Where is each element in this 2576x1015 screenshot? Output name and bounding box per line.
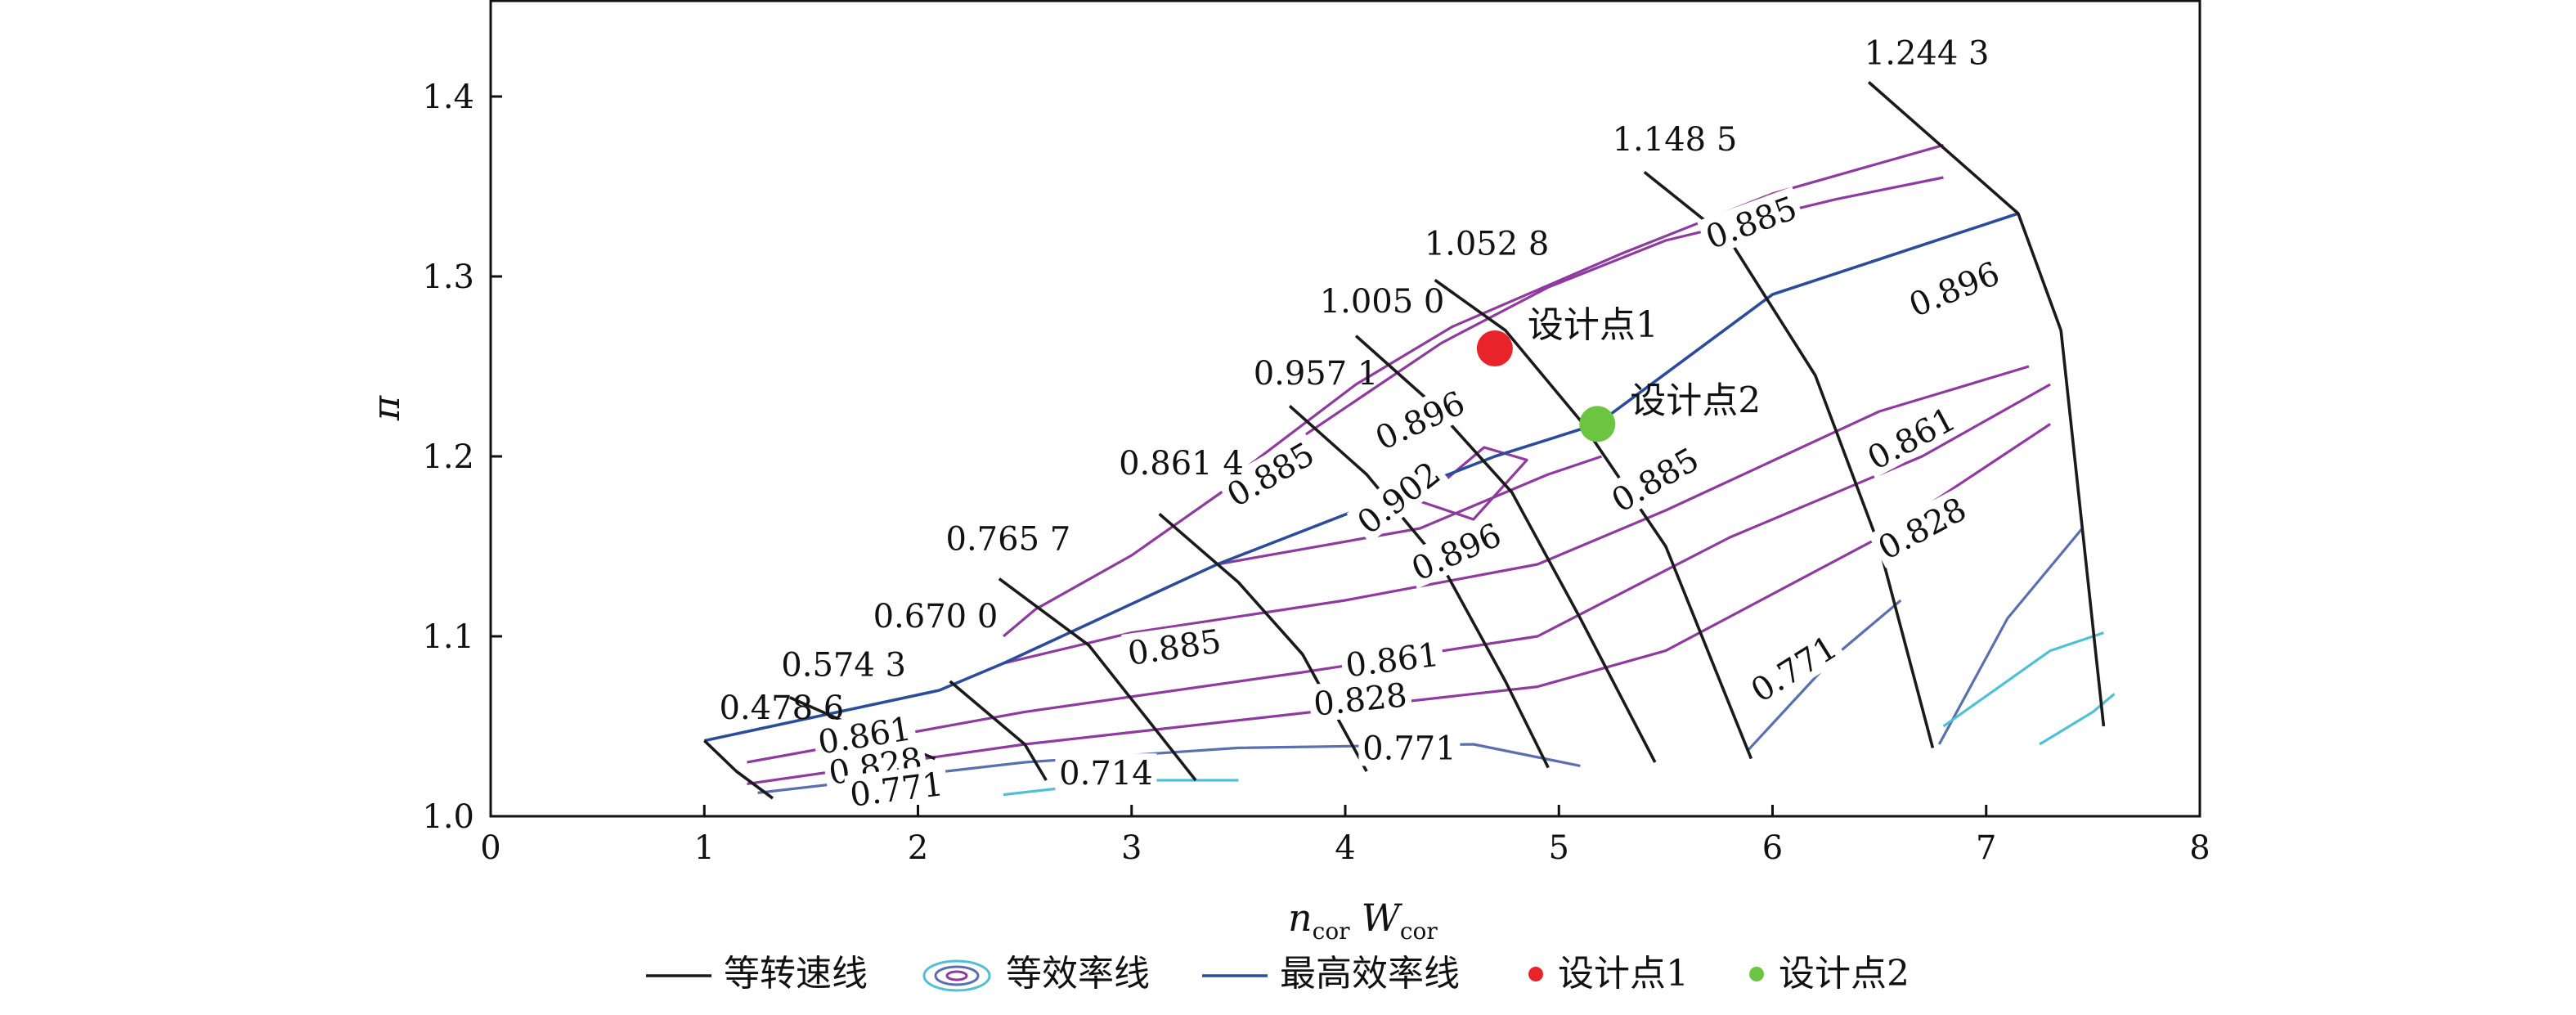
- y-tick-label: 1.0: [422, 798, 474, 836]
- legend-contour-swatch-inner: [945, 970, 968, 981]
- legend-label: 设计点1: [1558, 953, 1689, 995]
- efficiency-contour: [1366, 176, 1944, 395]
- y-tick-label: 1.1: [422, 618, 474, 656]
- contour-label-group: 0.714: [1055, 753, 1157, 793]
- contour-label-group: 0.828: [1308, 674, 1413, 724]
- efficiency-contour: [747, 383, 2051, 764]
- y-tick-label: 1.2: [422, 438, 474, 476]
- speed-label: 1.244 3: [1865, 34, 1990, 72]
- speed-label: 1.148 5: [1613, 121, 1738, 159]
- contour-label: 0.771: [1744, 629, 1843, 711]
- contour-label: 0.885: [1701, 190, 1802, 257]
- contour-label-bg: [843, 763, 949, 814]
- x-tick-label: 0: [480, 829, 500, 867]
- legend-contour-swatch-mid: [934, 965, 980, 986]
- speed-label: 0.861 4: [1119, 445, 1244, 483]
- contour-label-bg: [1868, 487, 1976, 568]
- speed-label: 0.765 7: [946, 520, 1071, 558]
- legend: 等转速线 等效率线 最高效率线 设计点1 设计点2: [646, 953, 1910, 995]
- legend-label: 等转速线: [724, 953, 868, 995]
- x-tick-label: 8: [2189, 829, 2210, 867]
- efficiency-contour: [1942, 631, 2104, 728]
- contour-label-group: 0.861: [1857, 397, 1965, 478]
- speed-line: [1867, 81, 2106, 727]
- contour-label-bg: [1696, 186, 1806, 257]
- y-tick-label: 1.3: [422, 258, 474, 296]
- contour-label: 0.714: [1059, 755, 1153, 793]
- efficiency-contour: [1003, 365, 2030, 665]
- speed-label: 1.052 8: [1425, 226, 1550, 263]
- contour-label-group: 0.896: [1900, 251, 2008, 326]
- legend-label: 设计点2: [1779, 953, 1910, 995]
- x-tick-label: 6: [1762, 829, 1783, 867]
- legend-label: 最高效率线: [1280, 953, 1460, 995]
- speed-line: [949, 680, 1048, 781]
- efficiency-contour: [2039, 693, 2116, 746]
- speed-line: [1643, 170, 1935, 748]
- contour-label-bg: [1601, 437, 1708, 521]
- efficiency-contour: [1248, 143, 1944, 467]
- x-tick-label: 2: [908, 829, 928, 867]
- x-tick-label: 7: [1976, 829, 1996, 867]
- contour-label-group: 0.771: [1358, 728, 1461, 767]
- efficiency-contour: [1217, 455, 1603, 566]
- contour-label-group: 0.902: [1346, 451, 1450, 544]
- contour-label-group: 0.885: [1601, 437, 1708, 521]
- contour-label-group: 0.885: [1696, 186, 1806, 257]
- legend-contour-swatch-outer: [922, 959, 991, 992]
- contour-label-bg: [1308, 674, 1413, 723]
- contour-label-bg: [1366, 381, 1474, 459]
- x-axis-title: ncor Wcor: [1288, 896, 1438, 945]
- contour-label-bg: [1857, 397, 1965, 478]
- contour-label: 0.828: [1873, 491, 1973, 568]
- y-axis-title: π: [364, 395, 408, 421]
- speed-label: 0.574 3: [781, 646, 906, 684]
- speed-label: 0.957 1: [1254, 355, 1379, 393]
- x-tick-label: 1: [694, 829, 715, 867]
- x-tick-label: 4: [1335, 829, 1355, 867]
- contour-label-bg: [1121, 620, 1227, 672]
- speed-label: 1.005 0: [1320, 283, 1445, 321]
- contour-label: 0.902: [1351, 455, 1448, 542]
- contour-label-bg: [1055, 753, 1157, 792]
- speed-line: [1354, 335, 1657, 763]
- design-points: 设计点1 设计点2: [1476, 304, 1761, 442]
- design-point-marker: [1579, 406, 1616, 442]
- efficiency-contour: [1002, 392, 1367, 638]
- contour-label: 0.885: [1605, 441, 1705, 520]
- contour-label-bg: [1740, 625, 1847, 712]
- speed-line: [998, 577, 1197, 782]
- efficiency-contour: [1937, 527, 2084, 745]
- legend-dot-swatch: [1528, 967, 1543, 981]
- x-tick-label: 5: [1549, 829, 1569, 867]
- contour-label-group: 0.828: [1868, 487, 1976, 568]
- contour-label-bg: [1216, 432, 1324, 516]
- speed-labels: 0.478 6 0.574 3 0.670 0 0.765 7 0.861 4 0.957…: [720, 34, 1990, 727]
- contour-label: 0.896: [1904, 255, 2004, 326]
- contour-label-bg: [1358, 728, 1461, 766]
- contour-label-group: 0.885: [1121, 620, 1227, 673]
- legend-dot-swatch: [1749, 967, 1764, 981]
- contour-label-bg: [1340, 634, 1445, 684]
- contour-label: 0.771: [1362, 730, 1456, 767]
- contour-label: 0.896: [1370, 384, 1470, 458]
- design-point-label: 设计点2: [1630, 380, 1761, 421]
- speed-label: 0.478 6: [720, 689, 845, 727]
- legend-label: 等效率线: [1006, 953, 1150, 995]
- speed-line: [703, 739, 774, 800]
- x-tick-label: 3: [1121, 829, 1142, 867]
- design-point-label: 设计点1: [1528, 304, 1658, 346]
- design-point-marker: [1476, 330, 1513, 366]
- y-tick-label: 1.4: [422, 79, 474, 116]
- speed-label: 0.670 0: [873, 598, 999, 635]
- contour-label-bg: [1900, 251, 2008, 326]
- contour-label-bg: [1346, 451, 1450, 544]
- contour-label-bg: [1402, 513, 1510, 589]
- axes: 0 1 2 3 4 5 6 7 8 1.0 1.1 1.2 1.3 1.4 ncor Wcor π: [364, 79, 2210, 945]
